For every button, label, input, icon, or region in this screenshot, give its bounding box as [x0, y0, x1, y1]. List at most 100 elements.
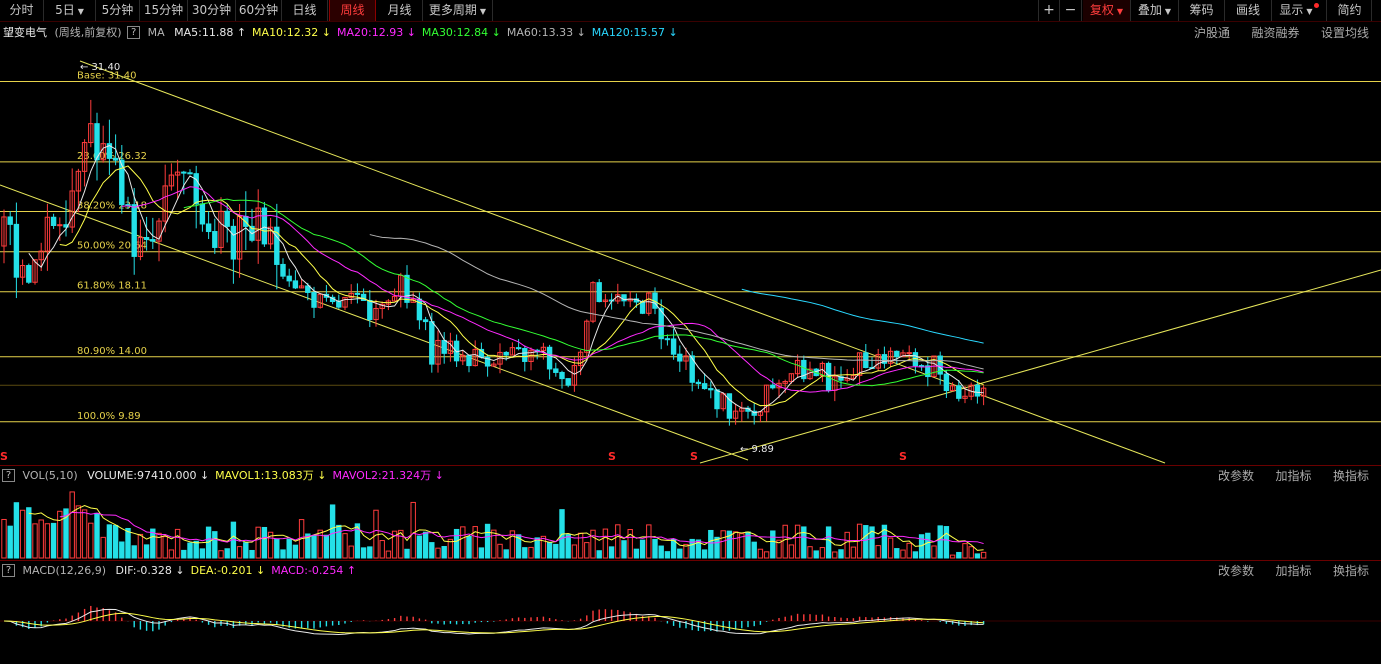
volume-bar	[788, 544, 795, 559]
mavol1-line	[28, 505, 984, 551]
candle-body	[69, 190, 75, 228]
volume-bar	[447, 538, 454, 559]
period-tab-5min[interactable]: 5分钟	[96, 0, 140, 21]
overlay-button[interactable]: 叠加 ▼	[1131, 0, 1179, 21]
ma-value-4: MA60:13.33 ↓	[506, 26, 586, 39]
volume-bar	[150, 528, 156, 559]
candle-body	[119, 159, 125, 206]
macd-chart[interactable]	[0, 581, 1381, 664]
volume-bar	[57, 510, 63, 559]
volume-bar	[435, 547, 441, 559]
candle-body	[441, 339, 447, 354]
period-tab-monthly[interactable]: 月线	[377, 0, 423, 21]
volume-bar	[106, 524, 113, 559]
candle-body	[150, 239, 156, 242]
macd-indicator-name[interactable]: MACD(12,26,9)	[22, 564, 107, 577]
candle-body	[900, 352, 906, 358]
period-tab-daily[interactable]: 日线	[282, 0, 328, 21]
help-icon[interactable]: ?	[2, 564, 15, 577]
volume-bar	[776, 539, 782, 559]
draw-line-button[interactable]: 画线	[1225, 0, 1272, 21]
period-tab-weekly[interactable]: 周线	[329, 0, 376, 21]
period-tab-more[interactable]: 更多周期 ▼	[423, 0, 493, 21]
candle-body	[212, 231, 218, 248]
candle-body	[230, 225, 237, 260]
volume-bar	[968, 546, 974, 559]
hk-connect-link[interactable]: 沪股通	[1193, 26, 1230, 40]
volume-bar	[255, 526, 261, 559]
ma-indicator-name[interactable]: MA	[147, 26, 165, 39]
volume-bar	[218, 550, 224, 559]
help-icon[interactable]: ?	[2, 469, 15, 482]
candle-body	[801, 359, 807, 380]
candle-body	[925, 365, 931, 378]
volume-bar	[75, 505, 82, 559]
add-indicator-link[interactable]: 加指标	[1275, 564, 1312, 578]
main-panel-links: 沪股通 融资融券 设置均线	[1176, 23, 1369, 43]
candle-body	[261, 207, 268, 245]
simple-mode-button[interactable]: 简约	[1328, 0, 1372, 21]
candle-body	[887, 350, 894, 364]
volume-chart[interactable]	[0, 486, 1381, 559]
volume-bar	[323, 534, 330, 559]
macd-panel-links: 改参数 加指标 换指标	[1200, 561, 1369, 581]
volume-bar	[125, 527, 131, 559]
volume-bar	[832, 551, 838, 559]
period-toolbar: 分时 5日 ▼ 5分钟 15分钟 30分钟 60分钟 日线 周线 月线 更多周期 ▼…	[0, 0, 1381, 22]
macd-values: DIF:-0.328 ↓ DEA:-0.201 ↓ MACD:-0.254 ↑	[110, 561, 357, 581]
volume-bar	[429, 542, 435, 559]
switch-indicator-link[interactable]: 换指标	[1332, 564, 1369, 578]
mavol2-line	[59, 511, 984, 545]
candle-body	[714, 389, 720, 410]
candle-body	[658, 307, 664, 340]
chips-button[interactable]: 筹码	[1179, 0, 1225, 21]
help-icon[interactable]: ?	[127, 26, 141, 39]
volume-bar	[416, 535, 423, 559]
ma-settings-link[interactable]: 设置均线	[1320, 26, 1369, 40]
period-tab-fenshi[interactable]: 分时	[0, 0, 44, 21]
period-tab-5day[interactable]: 5日 ▼	[44, 0, 96, 21]
margin-trading-link[interactable]: 融资融券	[1251, 26, 1300, 40]
volume-bar	[497, 543, 503, 559]
zoom-in-button[interactable]: +	[1038, 0, 1060, 21]
ma10-line	[59, 165, 984, 407]
period-tab-60min[interactable]: 60分钟	[236, 0, 282, 21]
chevron-down-icon: ▼	[1164, 7, 1172, 16]
vol-panel-links: 改参数 加指标 换指标	[1200, 466, 1369, 486]
volume-bar	[311, 535, 317, 559]
volume-bar	[770, 530, 776, 559]
volume-bar	[422, 531, 429, 559]
macd-value-2: MACD:-0.254 ↑	[271, 564, 357, 577]
vol-indicator-name[interactable]: VOL(5,10)	[22, 469, 78, 482]
volume-bar	[534, 537, 540, 559]
candle-body	[81, 142, 88, 172]
dea-line	[3, 612, 984, 634]
volume-bar	[894, 548, 900, 559]
candle-body	[794, 359, 801, 375]
volume-bar	[584, 542, 590, 559]
change-params-link[interactable]: 改参数	[1217, 469, 1254, 483]
ma-value-2: MA20:12.93 ↓	[336, 26, 416, 39]
period-tab-30min[interactable]: 30分钟	[188, 0, 236, 21]
switch-indicator-link[interactable]: 换指标	[1332, 469, 1369, 483]
volume-bar	[404, 548, 410, 559]
candle-body	[50, 216, 57, 226]
display-label: 显示	[1279, 3, 1304, 17]
fuquan-button[interactable]: 复权 ▼	[1083, 0, 1131, 21]
volume-bar	[608, 546, 615, 559]
stock-name[interactable]: 望变电气	[3, 26, 47, 39]
period-tab-15min[interactable]: 15分钟	[140, 0, 188, 21]
volume-bar	[844, 531, 850, 559]
change-params-link[interactable]: 改参数	[1217, 564, 1254, 578]
display-button[interactable]: 显示 ▼	[1272, 0, 1327, 21]
volume-bar	[503, 549, 509, 559]
volume-bar	[317, 529, 323, 559]
notification-dot-icon	[1313, 3, 1319, 8]
volume-bar	[174, 528, 181, 559]
zoom-out-button[interactable]: −	[1060, 0, 1082, 21]
ma-value-1: MA10:12.32 ↓	[252, 26, 331, 39]
add-indicator-link[interactable]: 加指标	[1275, 469, 1312, 483]
candle-body	[726, 393, 733, 419]
volume-bar	[509, 530, 516, 559]
